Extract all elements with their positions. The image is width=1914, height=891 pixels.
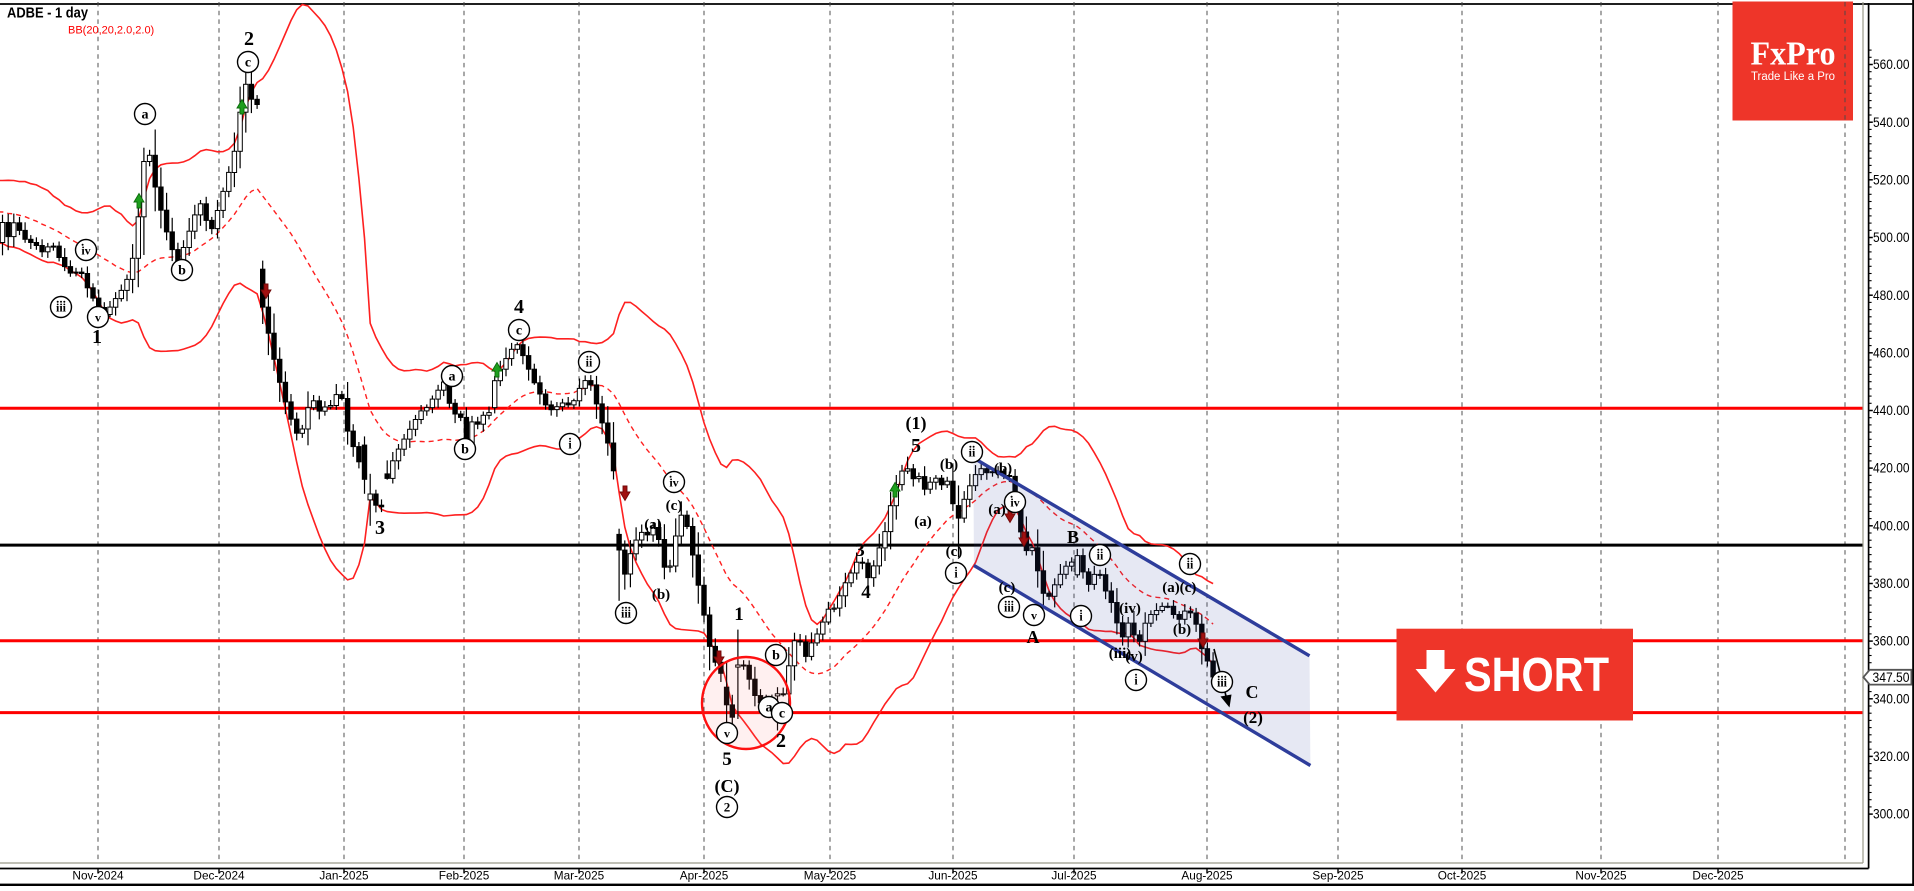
svg-text:(b): (b) xyxy=(1173,622,1191,638)
svg-text:(a): (a) xyxy=(988,502,1006,518)
svg-text:Nov-2024: Nov-2024 xyxy=(72,868,124,882)
svg-text:a: a xyxy=(766,701,773,716)
svg-text:520.00: 520.00 xyxy=(1873,172,1910,187)
svg-text:Jan-2025: Jan-2025 xyxy=(319,868,369,882)
svg-text:4: 4 xyxy=(514,296,524,318)
svg-text:c: c xyxy=(779,707,785,722)
svg-text:3: 3 xyxy=(855,540,865,561)
svg-text:iii: iii xyxy=(1004,601,1015,615)
svg-text:ii: ii xyxy=(586,356,593,370)
svg-text:460.00: 460.00 xyxy=(1873,345,1910,360)
svg-text:(a): (a) xyxy=(1162,580,1180,596)
svg-text:v: v xyxy=(1031,609,1037,623)
svg-text:Trade Like a Pro: Trade Like a Pro xyxy=(1751,71,1835,83)
svg-text:May-2025: May-2025 xyxy=(804,868,857,882)
svg-text:a: a xyxy=(142,108,149,123)
svg-text:(iii): (iii) xyxy=(1109,646,1132,662)
svg-text:(c): (c) xyxy=(666,498,683,514)
svg-text:i: i xyxy=(1079,610,1083,624)
svg-text:(a): (a) xyxy=(914,514,932,530)
svg-text:Dec-2025: Dec-2025 xyxy=(1692,868,1744,882)
svg-text:B: B xyxy=(1067,527,1079,547)
svg-text:ii: ii xyxy=(1187,558,1194,572)
svg-text:(b): (b) xyxy=(652,587,670,603)
svg-text:Dec-2024: Dec-2024 xyxy=(193,868,245,882)
svg-text:iii: iii xyxy=(56,301,67,315)
svg-text:(c): (c) xyxy=(1180,580,1197,596)
svg-text:b: b xyxy=(461,443,469,458)
svg-text:BB(20,20,2.0,2.0): BB(20,20,2.0,2.0) xyxy=(68,25,154,37)
svg-text:380.00: 380.00 xyxy=(1873,576,1910,591)
svg-text:440.00: 440.00 xyxy=(1873,403,1910,418)
svg-text:347.50: 347.50 xyxy=(1873,670,1910,685)
svg-text:iv: iv xyxy=(81,244,90,258)
svg-text:300.00: 300.00 xyxy=(1873,807,1910,822)
svg-text:360.00: 360.00 xyxy=(1873,634,1910,649)
svg-text:iv: iv xyxy=(669,476,678,490)
svg-text:320.00: 320.00 xyxy=(1873,749,1910,764)
svg-text:c: c xyxy=(516,324,522,339)
svg-text:(c): (c) xyxy=(946,544,963,560)
svg-text:ii: ii xyxy=(1097,549,1104,563)
svg-text:(c): (c) xyxy=(999,580,1016,596)
svg-text:Feb-2025: Feb-2025 xyxy=(439,868,490,882)
svg-text:540.00: 540.00 xyxy=(1873,115,1910,130)
svg-text:5: 5 xyxy=(911,435,921,457)
svg-text:C: C xyxy=(1246,682,1259,702)
svg-text:(v): (v) xyxy=(1125,649,1143,665)
svg-text:480.00: 480.00 xyxy=(1873,288,1910,303)
svg-text:Apr-2025: Apr-2025 xyxy=(680,868,729,882)
svg-text:FxPro: FxPro xyxy=(1751,36,1836,73)
svg-text:2: 2 xyxy=(244,28,254,50)
svg-text:i: i xyxy=(568,438,572,452)
svg-text:A: A xyxy=(1027,627,1040,647)
svg-text:iii: iii xyxy=(621,607,632,621)
svg-text:3: 3 xyxy=(375,517,385,539)
svg-text:2: 2 xyxy=(724,800,731,815)
svg-text:Mar-2025: Mar-2025 xyxy=(554,868,605,882)
svg-text:560.00: 560.00 xyxy=(1873,57,1910,72)
svg-text:(iv): (iv) xyxy=(1119,601,1141,617)
svg-text:iv: iv xyxy=(1010,496,1019,510)
svg-text:Sep-2025: Sep-2025 xyxy=(1312,868,1364,882)
svg-text:Oct-2025: Oct-2025 xyxy=(1438,868,1487,882)
svg-text:340.00: 340.00 xyxy=(1873,691,1910,706)
svg-text:4: 4 xyxy=(861,582,871,603)
svg-text:v: v xyxy=(724,727,730,741)
svg-text:2: 2 xyxy=(776,730,786,752)
svg-text:(a): (a) xyxy=(644,517,662,533)
svg-text:c: c xyxy=(245,56,251,71)
svg-text:Jun-2025: Jun-2025 xyxy=(928,868,978,882)
svg-text:Nov-2025: Nov-2025 xyxy=(1575,868,1627,882)
svg-text:ADBE - 1 day: ADBE - 1 day xyxy=(7,6,88,22)
svg-text:(b): (b) xyxy=(994,461,1012,477)
svg-text:(b): (b) xyxy=(940,457,958,473)
svg-text:1: 1 xyxy=(734,604,744,625)
svg-text:400.00: 400.00 xyxy=(1873,518,1910,533)
svg-text:(1): (1) xyxy=(906,413,927,434)
svg-text:(2): (2) xyxy=(1243,708,1263,727)
svg-text:(C): (C) xyxy=(715,776,740,797)
svg-text:ii: ii xyxy=(969,446,976,460)
svg-text:v: v xyxy=(95,311,101,325)
svg-text:Aug-2025: Aug-2025 xyxy=(1181,868,1233,882)
svg-text:420.00: 420.00 xyxy=(1873,461,1910,476)
svg-text:SHORT: SHORT xyxy=(1464,649,1609,702)
svg-text:i: i xyxy=(1134,674,1138,688)
svg-text:b: b xyxy=(178,264,186,279)
svg-text:500.00: 500.00 xyxy=(1873,230,1910,245)
svg-text:5: 5 xyxy=(722,749,732,770)
svg-text:Jul-2025: Jul-2025 xyxy=(1051,868,1097,882)
svg-text:b: b xyxy=(772,649,780,664)
svg-text:i: i xyxy=(954,567,958,581)
svg-text:a: a xyxy=(449,370,456,385)
svg-text:iii: iii xyxy=(1217,676,1228,690)
svg-text:1: 1 xyxy=(92,326,102,348)
